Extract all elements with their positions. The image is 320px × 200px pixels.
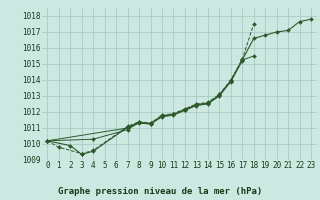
Text: Graphe pression niveau de la mer (hPa): Graphe pression niveau de la mer (hPa)	[58, 187, 262, 196]
